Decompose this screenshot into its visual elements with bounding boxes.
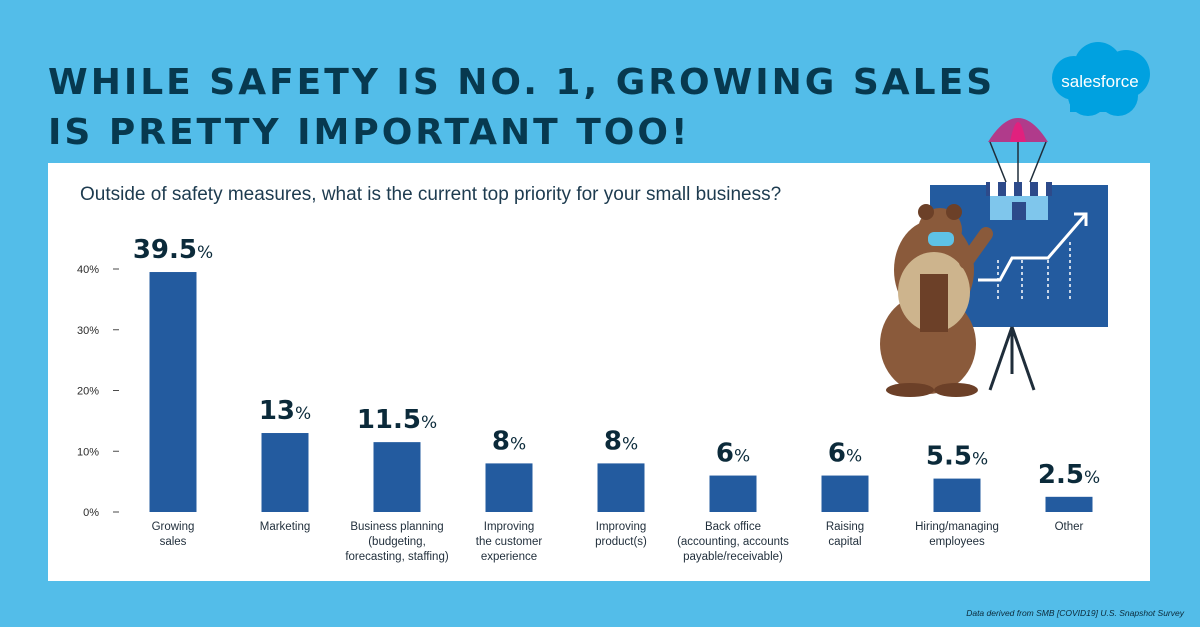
logo-wordmark: salesforce [1061,72,1138,91]
bar [709,475,757,512]
x-category-label: Growing sales [152,521,195,548]
bar-value-label: 8% [492,426,526,456]
bar-value-label: 2.5% [1038,460,1100,490]
y-tick-label: 10% [77,446,99,458]
bar-value-label: 39.5% [133,235,213,265]
parachute-icon [988,118,1048,183]
x-category-label: Back office (accounting, accounts payable/… [677,521,789,563]
y-tick-label: 40% [77,264,99,276]
bar [485,463,533,512]
headline-line-2: IS PRETTY IMPORTANT TOO! [48,112,691,153]
salesforce-logo[interactable]: salesforce [1040,38,1160,120]
y-tick-label: 0% [83,507,99,519]
bar [821,475,869,512]
page-headline: WHILE SAFETY IS NO. 1, GROWING SALES IS … [48,58,995,158]
x-category-label: Raising capital [826,521,864,548]
storefront-icon [986,182,1052,220]
bar-value-label: 11.5% [357,405,437,435]
bar-value-label: 8% [604,426,638,456]
bar [597,463,645,512]
bar-value-label: 13% [259,396,311,426]
x-category-label: Business planning (budgeting, forecasting,… [345,521,449,563]
cloud-icon [1052,42,1150,116]
x-category-label: Marketing [260,521,311,533]
bar-value-label: 6% [828,439,862,469]
bar-value-label: 5.5% [926,442,988,472]
headline-line-1: WHILE SAFETY IS NO. 1, GROWING SALES [48,62,996,103]
bar [373,442,421,512]
bar [933,478,981,512]
x-category-label: Other [1055,521,1084,533]
x-category-label: Improving the customer experience [476,521,543,563]
bar [261,433,309,512]
y-tick-label: 20% [77,386,99,398]
x-category-label: Hiring/managing employees [915,521,999,548]
bear-mascot-icon [880,204,993,397]
bar-value-label: 6% [716,439,750,469]
bear-mascot-illustration [880,118,1108,397]
y-tick-label: 30% [77,325,99,337]
bar [1045,496,1093,512]
source-note: Data derived from SMB [COVID19] U.S. Sna… [966,608,1184,618]
x-category-label: Improving product(s) [595,521,647,548]
chart-title: Outside of safety measures, what is the … [80,184,782,205]
bar [149,272,197,512]
